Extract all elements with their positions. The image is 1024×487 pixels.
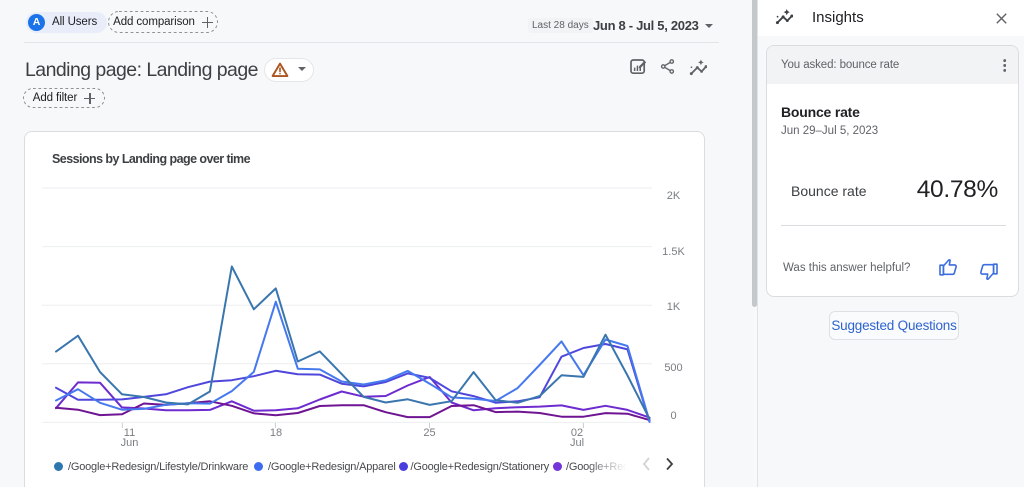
svg-text:25: 25	[423, 427, 435, 439]
svg-text:02: 02	[571, 427, 583, 439]
svg-text:0: 0	[670, 410, 676, 422]
svg-text:18: 18	[270, 427, 282, 439]
svg-text:2K: 2K	[667, 190, 681, 202]
svg-text:1K: 1K	[667, 301, 681, 313]
svg-text:11: 11	[124, 427, 135, 439]
svg-text:1.5K: 1.5K	[662, 246, 685, 258]
svg-text:Jul: Jul	[570, 437, 584, 449]
svg-text:500: 500	[664, 362, 682, 374]
svg-text:Jun: Jun	[121, 437, 139, 449]
